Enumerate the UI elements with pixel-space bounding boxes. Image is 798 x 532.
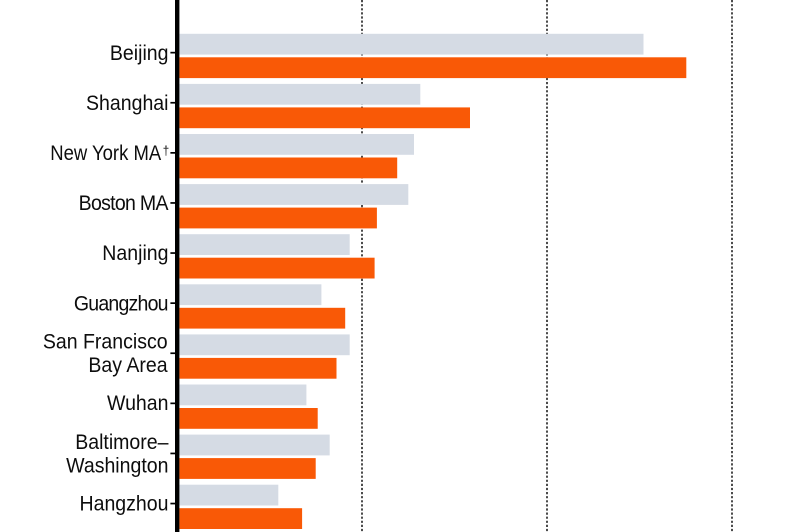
svg-text:Bay Area: Bay Area [88, 354, 168, 377]
svg-text:Hangzhou: Hangzhou [80, 493, 169, 516]
svg-text:New York MA: New York MA [50, 142, 161, 165]
svg-text:†: † [163, 144, 169, 158]
svg-text:Boston MA: Boston MA [79, 192, 169, 215]
svg-text:Shanghai: Shanghai [86, 92, 168, 115]
svg-text:San Francisco: San Francisco [43, 331, 168, 354]
svg-text:Guangzhou: Guangzhou [74, 293, 169, 316]
svg-text:Washington: Washington [66, 455, 168, 478]
svg-text:Baltimore–: Baltimore– [75, 431, 169, 454]
svg-text:Beijing: Beijing [110, 42, 169, 65]
svg-text:Nanjing: Nanjing [102, 243, 168, 266]
svg-text:Wuhan: Wuhan [107, 393, 169, 416]
